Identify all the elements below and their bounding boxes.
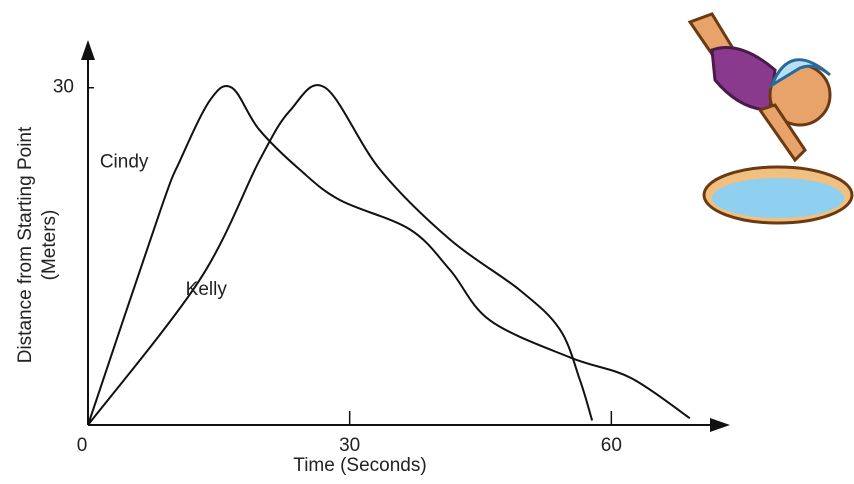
y-axis-arrow xyxy=(81,40,95,60)
diver-clipart xyxy=(687,12,854,225)
series-label: Cindy xyxy=(100,151,149,172)
series-line xyxy=(87,84,594,426)
series-line xyxy=(87,84,691,426)
y-axis-label: (Meters) xyxy=(39,210,60,281)
y-axis-label: Distance from Starting Point xyxy=(15,126,36,363)
x-tick-label: 60 xyxy=(601,435,622,456)
series-label: Kelly xyxy=(186,279,228,300)
x-tick-label: 0 xyxy=(77,435,88,456)
x-axis-arrow xyxy=(710,418,730,432)
y-tick-label: 30 xyxy=(53,77,74,98)
x-tick-label: 30 xyxy=(339,435,360,456)
x-axis-label: Time (Seconds) xyxy=(293,455,426,476)
